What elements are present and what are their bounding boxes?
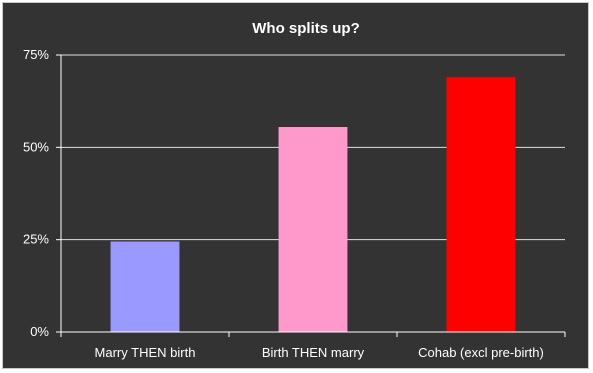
bar [110, 241, 180, 332]
x-category-label: Birth THEN marry [262, 345, 365, 360]
y-tick-label: 25% [23, 232, 49, 247]
y-tick-label: 75% [23, 47, 49, 62]
bar [446, 77, 516, 332]
bars [110, 77, 516, 333]
bar-chart: Who splits up? 0% 25% 50% 75% Marry THEN bi… [23, 20, 566, 360]
y-tick-label: 0% [30, 324, 49, 339]
bar [278, 127, 348, 333]
y-tick-label: 50% [23, 139, 49, 154]
chart-title: Who splits up? [252, 20, 359, 37]
x-axis: Marry THEN birth Birth THEN marry Cohab (e… [60, 331, 566, 360]
chart-frame: Who splits up? 0% 25% 50% 75% Marry THEN bi… [2, 2, 589, 369]
y-axis: 0% 25% 50% 75% [23, 47, 62, 339]
x-category-label: Cohab (excl pre-birth) [418, 345, 544, 360]
x-category-label: Marry THEN birth [95, 345, 196, 360]
